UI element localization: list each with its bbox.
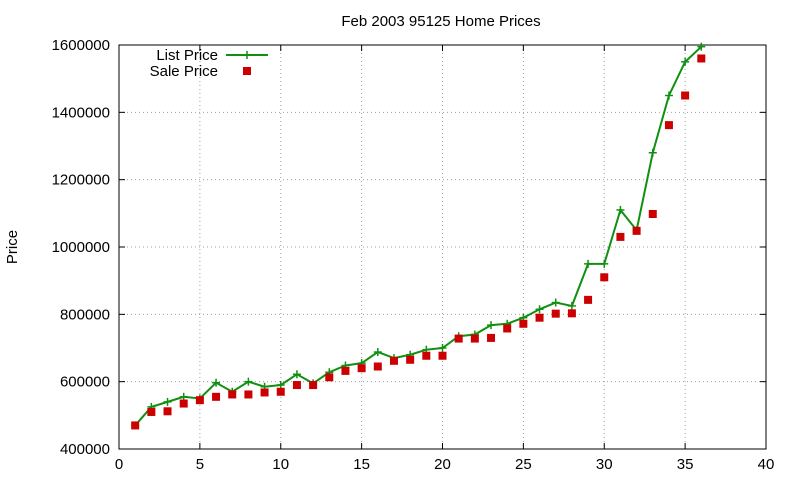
x-tick-label: 5 <box>196 456 204 473</box>
list-price-point <box>163 397 172 406</box>
list-price-point <box>292 370 301 379</box>
sale-price-point <box>632 226 641 235</box>
sale-price-point <box>373 362 382 371</box>
sale-price-point <box>487 333 496 342</box>
list-price-point <box>551 298 560 307</box>
x-tick-label: 30 <box>596 456 613 473</box>
list-price-point <box>179 392 188 401</box>
y-tick-label: 1200000 <box>52 172 110 189</box>
sale-price-point <box>341 366 350 375</box>
list-price-point <box>487 321 496 330</box>
series-2 <box>131 54 706 430</box>
sale-price-point <box>309 381 318 390</box>
sale-price-point <box>212 392 221 401</box>
axes: 0 5 10 15 20 25 30 35 40 400000 600000 800000 100000… <box>52 37 775 473</box>
legend-marker <box>243 51 251 59</box>
sale-price-point <box>503 324 512 333</box>
sale-price-point <box>389 356 398 365</box>
list-price-point <box>535 305 544 314</box>
sale-price-point <box>422 351 431 360</box>
sale-price-point <box>228 390 237 399</box>
y-axis-label: Price <box>4 230 21 264</box>
sale-price-point <box>681 91 690 100</box>
list-price-point <box>616 205 625 214</box>
x-tick-label: 10 <box>272 456 289 473</box>
list-price-point <box>681 57 690 66</box>
list-price-point <box>276 381 285 390</box>
sale-price-point <box>244 390 253 399</box>
sale-price-point <box>616 232 625 241</box>
y-tick-label: 1400000 <box>52 104 110 121</box>
sale-price-point <box>438 351 447 360</box>
sale-price-point <box>179 399 188 408</box>
sale-price-point <box>454 334 463 343</box>
list-price-point <box>373 348 382 357</box>
list-price-point <box>244 377 253 386</box>
list-price-point <box>600 259 609 268</box>
list-price-point <box>584 259 593 268</box>
list-price-point <box>664 91 673 100</box>
list-price-point <box>438 344 447 352</box>
y-tick-label: 1600000 <box>52 37 110 54</box>
legend-label: Sale Price <box>150 63 218 80</box>
sale-price-point <box>567 309 576 318</box>
sale-price-point <box>519 319 528 328</box>
y-tick-label: 400000 <box>60 441 110 458</box>
series <box>131 42 706 430</box>
chart-title: Feb 2003 95125 Home Prices <box>341 13 540 30</box>
sale-price-point <box>292 381 301 390</box>
list-price-point <box>212 378 221 387</box>
sale-price-point <box>147 407 156 416</box>
x-tick-label: 40 <box>758 456 775 473</box>
sale-price-point <box>276 387 285 396</box>
sale-price-point <box>648 210 657 219</box>
sale-price-point <box>551 309 560 318</box>
sale-price-point <box>163 407 172 416</box>
legend-marker <box>243 67 251 75</box>
sale-price-point <box>600 273 609 282</box>
list-price-line <box>134 45 702 427</box>
sale-price-point <box>697 54 706 63</box>
x-tick-label: 35 <box>677 456 694 473</box>
y-tick-label: 600000 <box>60 374 110 391</box>
sale-price-point <box>584 295 593 304</box>
y-tick-label: 1000000 <box>52 239 110 256</box>
list-price-point <box>567 301 576 310</box>
x-tick-label: 20 <box>434 456 451 473</box>
sale-price-point <box>664 121 673 130</box>
x-tick-label: 25 <box>515 456 532 473</box>
list-price-point <box>697 42 706 51</box>
x-tick-label: 15 <box>353 456 370 473</box>
sale-price-point <box>131 421 140 430</box>
grid <box>119 45 766 449</box>
legend-label: List Price <box>156 47 218 64</box>
sale-price-point <box>406 355 415 364</box>
list-price-point <box>648 148 657 157</box>
sale-price-point <box>195 396 204 405</box>
sale-price-point <box>470 334 479 343</box>
sale-price-point <box>260 388 269 397</box>
x-tick-label: 0 <box>115 456 123 473</box>
sale-price-point <box>535 313 544 322</box>
y-tick-label: 800000 <box>60 306 110 323</box>
sale-price-point <box>325 373 334 382</box>
sale-price-point <box>357 364 366 373</box>
